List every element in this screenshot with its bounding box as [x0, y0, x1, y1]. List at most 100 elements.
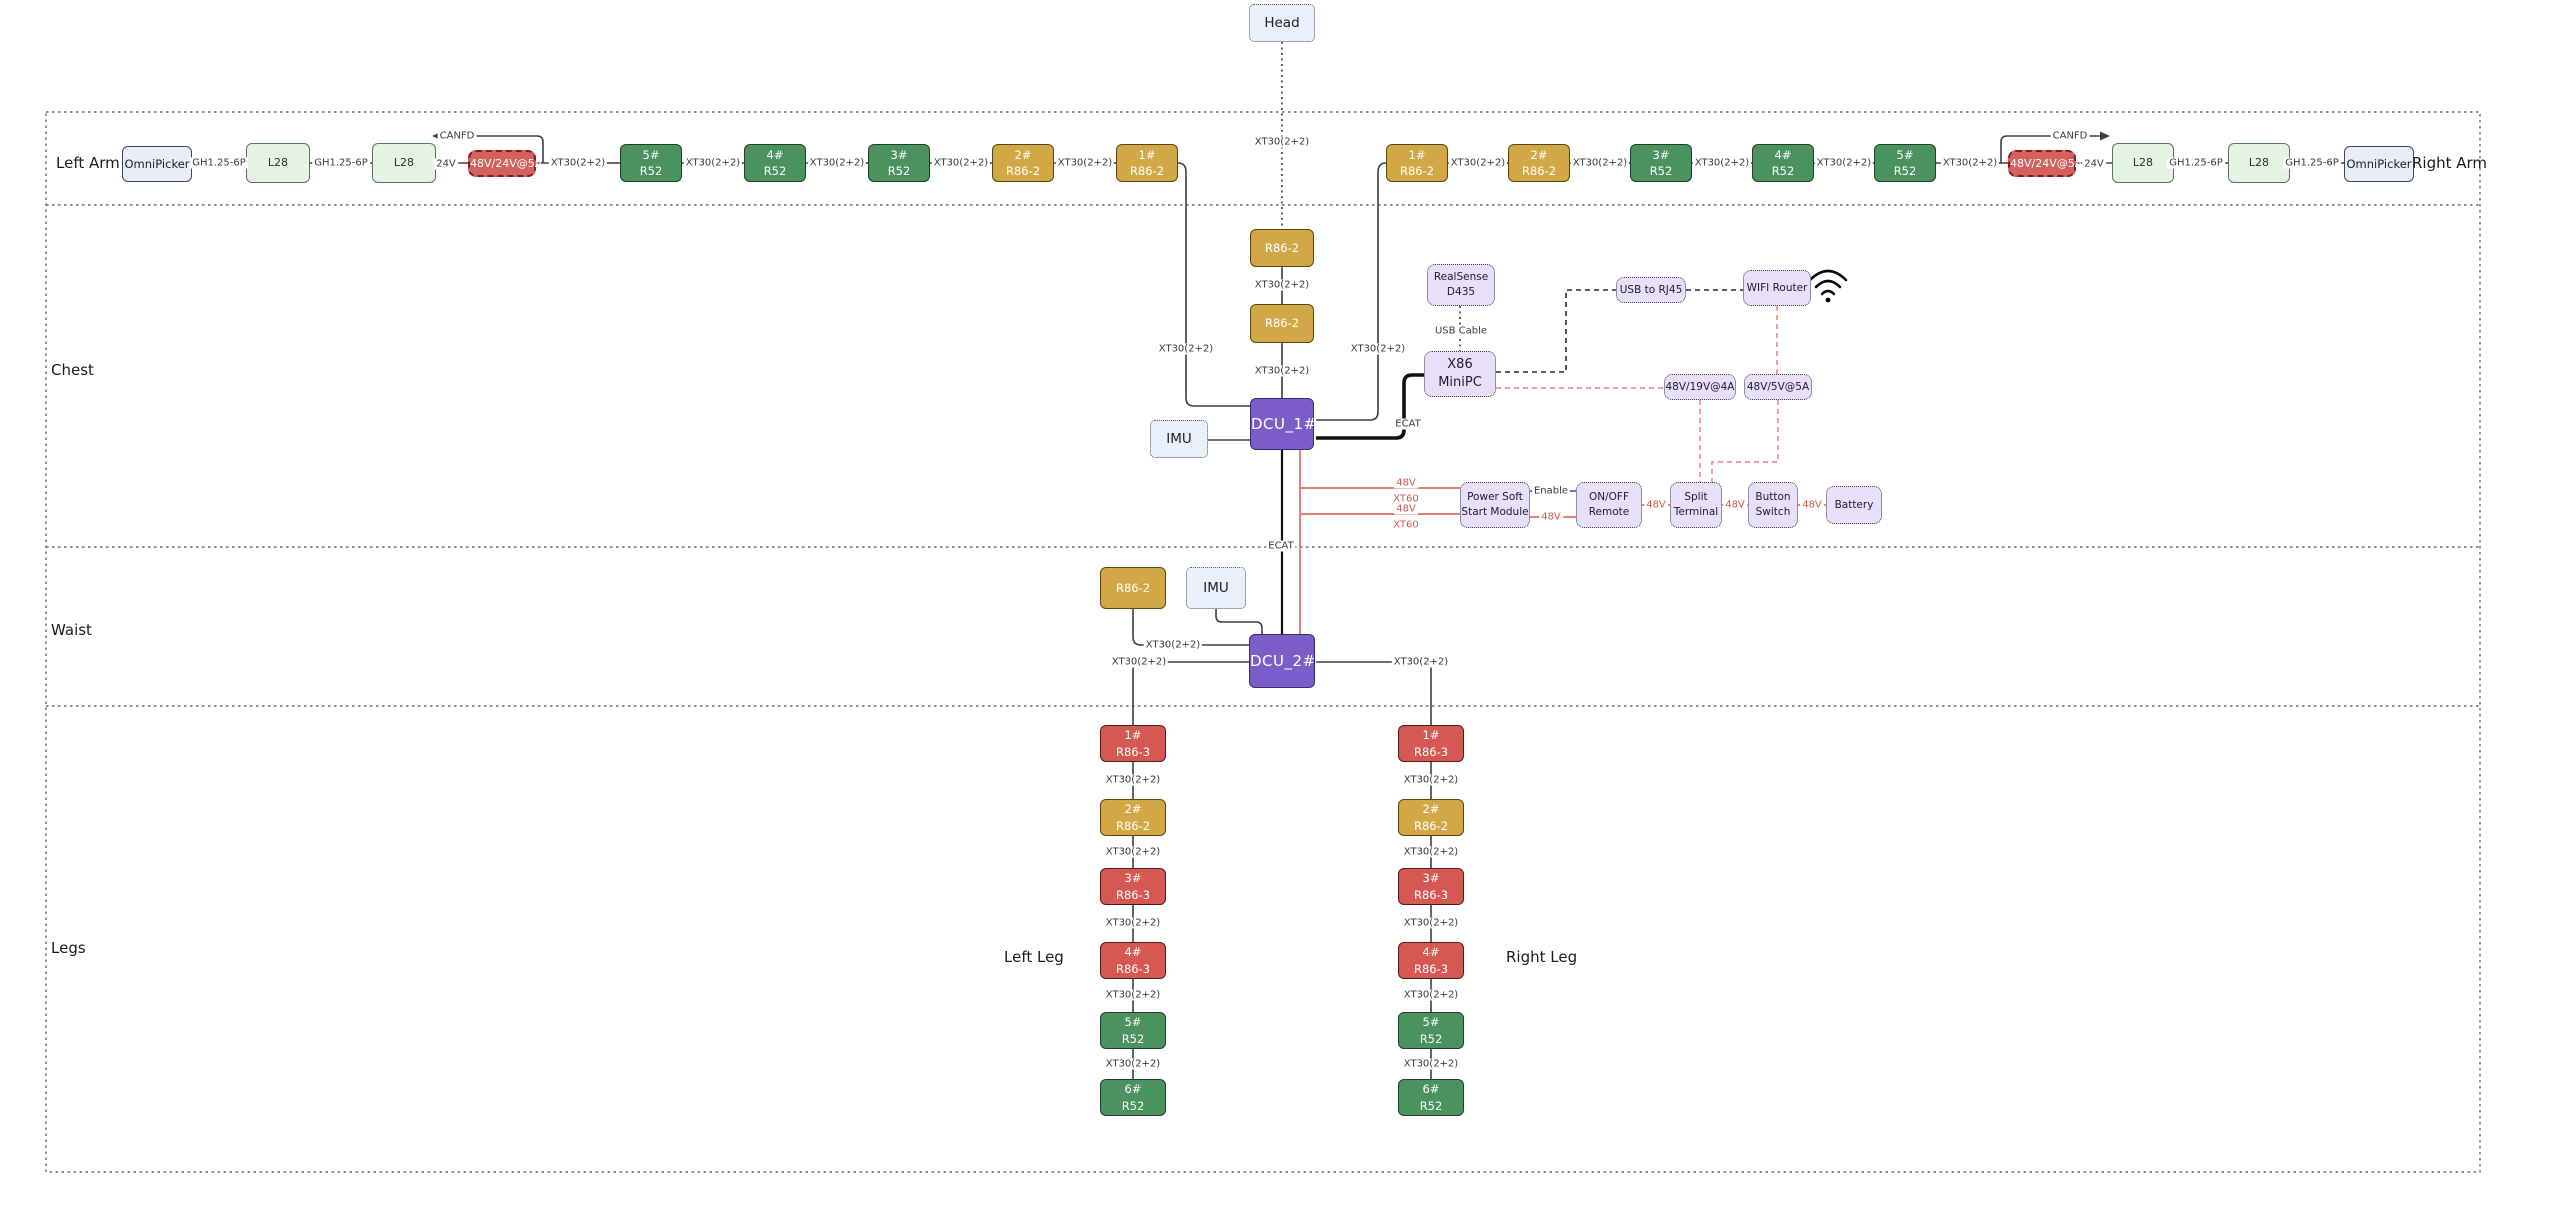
wire-label-xt30: XT30(2+2)	[1103, 774, 1163, 786]
node-chest-imu: IMU	[1150, 420, 1208, 458]
wire-label-48v: 48V	[1723, 499, 1747, 511]
node-head: Head	[1249, 4, 1315, 42]
wire-label-enable: Enable	[1531, 485, 1571, 497]
node-wifi-router: WIFI Router	[1743, 270, 1811, 306]
node-left-arm-motor-3: 3# R52	[868, 144, 930, 182]
dc-power-lines	[1496, 306, 1779, 482]
node-left-l28-2: L28	[372, 143, 436, 183]
node-right-leg-motor-2: 2# R86-2	[1398, 799, 1464, 836]
bus-48v-lines	[1299, 450, 1826, 634]
usb-network-lines	[1496, 289, 1743, 373]
node-left-leg-motor-1: 1# R86-3	[1100, 725, 1166, 762]
node-chest-r86-bottom: R86-2	[1250, 304, 1314, 343]
label-left-leg: Left Leg	[1004, 948, 1064, 966]
label-right-leg: Right Leg	[1506, 948, 1578, 966]
wire-label-gh: GH1.25-6P	[2283, 157, 2341, 169]
node-left-arm-motor-5: 5# R52	[620, 144, 682, 182]
wire-label-48v: 48V	[1539, 511, 1563, 523]
wire-label-xt30: XT30(2+2)	[1103, 1058, 1163, 1070]
node-right-l28-2: L28	[2228, 143, 2290, 183]
node-usb-to-rj45: USB to RJ45	[1616, 277, 1686, 303]
wire-label-48v: 48V	[1394, 477, 1418, 489]
wire-label-ecat: ECAT	[1266, 540, 1296, 552]
wire-label-xt30: XT30(2+2)	[1570, 157, 1630, 169]
node-waist-imu: IMU	[1186, 567, 1246, 609]
wire-label-xt30: XT30(2+2)	[807, 157, 867, 169]
node-left-leg-motor-4: 4# R86-3	[1100, 942, 1166, 979]
wire-label-xt30: XT30(2+2)	[1391, 656, 1451, 668]
wire-label-xt30: XT30(2+2)	[1103, 989, 1163, 1001]
wire-label-canfd: CANFD	[2050, 130, 2090, 142]
node-converter-48v-5v: 48V/5V@5A	[1744, 374, 1812, 400]
node-realsense-d435: RealSense D435	[1427, 264, 1495, 306]
wire-label-xt30: XT30(2+2)	[1401, 846, 1461, 858]
wire-label-gh: GH1.25-6P	[2167, 157, 2225, 169]
node-right-arm-psu: 48V/24V@5A	[2008, 150, 2082, 177]
wire-label-48v: 48V	[1644, 499, 1668, 511]
section-frame	[45, 111, 2481, 1173]
wire-label-xt30: XT30(2+2)	[1252, 136, 1312, 148]
node-left-leg-motor-5: 5# R52	[1100, 1012, 1166, 1049]
wire-label-48v: 48V	[1800, 499, 1824, 511]
signal-wires	[157, 135, 2378, 1080]
wire-label-gh: GH1.25-6P	[312, 157, 370, 169]
wire-label-xt30: XT30(2+2)	[1401, 917, 1461, 929]
wire-label-xt30: XT30(2+2)	[1252, 365, 1312, 377]
wire-label-xt30: XT30(2+2)	[1401, 1058, 1461, 1070]
wire-label-usb-cable: USB Cable	[1432, 325, 1490, 337]
wire-label-xt30: XT30(2+2)	[1348, 343, 1408, 355]
wire-label-xt30: XT30(2+2)	[548, 157, 608, 169]
node-right-arm-motor-5: 5# R52	[1874, 144, 1936, 182]
node-right-leg-motor-1: 1# R86-3	[1398, 725, 1464, 762]
node-left-leg-motor-2: 2# R86-2	[1100, 799, 1166, 836]
section-label-left-arm: Left Arm	[56, 154, 120, 172]
wire-label-xt30: XT30(2+2)	[1109, 656, 1169, 668]
wire-label-xt60: XT60	[1391, 519, 1421, 531]
node-right-arm-motor-4: 4# R52	[1752, 144, 1814, 182]
section-label-right-arm: Right Arm	[2412, 154, 2488, 172]
node-left-arm-motor-2: 2# R86-2	[992, 144, 1054, 182]
node-right-arm-motor-3: 3# R52	[1630, 144, 1692, 182]
node-dcu2: DCU_2#	[1249, 634, 1315, 688]
node-converter-48v-19v: 48V/19V@4A	[1664, 374, 1736, 400]
wire-label-xt30: XT30(2+2)	[1103, 846, 1163, 858]
node-right-omnipicker: OmniPicker	[2344, 146, 2414, 182]
section-label-chest: Chest	[51, 361, 94, 379]
wire-label-xt30: XT30(2+2)	[1940, 157, 2000, 169]
node-power-soft-start-module: Power Soft Start Module	[1460, 482, 1530, 528]
node-left-leg-motor-6: 6# R52	[1100, 1079, 1166, 1116]
node-left-arm-psu: 48V/24V@5A	[468, 150, 542, 177]
wire-label-xt60: XT60	[1391, 493, 1421, 505]
wire-label-xt30: XT30(2+2)	[1448, 157, 1508, 169]
wire-label-xt30: XT30(2+2)	[1055, 157, 1115, 169]
wire-label-xt30: XT30(2+2)	[1103, 917, 1163, 929]
wire-label-xt30: XT30(2+2)	[1252, 279, 1312, 291]
wire-label-xt30: XT30(2+2)	[1692, 157, 1752, 169]
node-right-leg-motor-5: 5# R52	[1398, 1012, 1464, 1049]
section-label-legs: Legs	[51, 939, 86, 957]
canfd-arrow-right	[2100, 131, 2110, 141]
wifi-icon	[1808, 269, 1848, 303]
wire-label-xt30: XT30(2+2)	[1814, 157, 1874, 169]
node-onoff-remote: ON/OFF Remote	[1576, 482, 1642, 528]
ecat-line-dcu1-x86	[1316, 373, 1424, 440]
node-right-leg-motor-4: 4# R86-3	[1398, 942, 1464, 979]
wire-label-xt30: XT30(2+2)	[1143, 639, 1203, 651]
wire-label-gh: GH1.25-6P	[190, 157, 248, 169]
node-right-leg-motor-6: 6# R52	[1398, 1079, 1464, 1116]
node-x86-minipc: X86 MiniPC	[1424, 351, 1496, 397]
section-label-waist: Waist	[51, 621, 92, 639]
node-right-arm-motor-1: 1# R86-2	[1386, 144, 1448, 182]
node-battery: Battery	[1826, 486, 1882, 524]
node-left-arm-motor-1: 1# R86-2	[1116, 144, 1178, 182]
node-right-l28-1: L28	[2112, 143, 2174, 183]
node-button-switch: Button Switch	[1748, 482, 1798, 528]
wire-label-24v: 24V	[2082, 158, 2106, 170]
wire-label-xt30: XT30(2+2)	[931, 157, 991, 169]
wire-label-xt30: XT30(2+2)	[1156, 343, 1216, 355]
wire-label-48v: 48V	[1394, 503, 1418, 515]
node-left-arm-motor-4: 4# R52	[744, 144, 806, 182]
wire-label-xt30: XT30(2+2)	[1401, 989, 1461, 1001]
node-split-terminal: Split Terminal	[1670, 482, 1722, 528]
